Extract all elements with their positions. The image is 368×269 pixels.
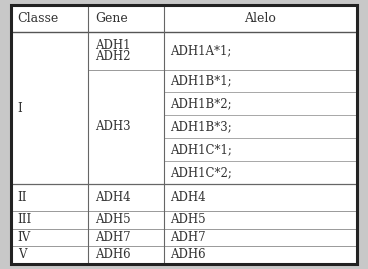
Text: ADH1C*1;: ADH1C*1; (170, 143, 232, 156)
Text: ADH5: ADH5 (95, 213, 131, 226)
Text: ADH6: ADH6 (170, 248, 206, 261)
Text: ADH1A*1;: ADH1A*1; (170, 44, 232, 57)
Text: ADH7: ADH7 (170, 231, 206, 244)
Text: Gene: Gene (95, 12, 128, 25)
Text: ADH1B*3;: ADH1B*3; (170, 121, 232, 133)
Text: III: III (18, 213, 32, 226)
Text: IV: IV (18, 231, 31, 244)
Text: ADH4: ADH4 (95, 191, 131, 204)
Text: ADH4: ADH4 (170, 191, 206, 204)
Text: ADH1C*2;: ADH1C*2; (170, 166, 232, 179)
Text: II: II (18, 191, 27, 204)
Text: ADH1B*2;: ADH1B*2; (170, 97, 232, 111)
Text: I: I (18, 102, 22, 115)
Text: ADH5: ADH5 (170, 213, 206, 226)
Text: Alelo: Alelo (244, 12, 276, 25)
Text: V: V (18, 248, 26, 261)
Text: ADH1: ADH1 (95, 39, 130, 52)
Text: ADH3: ADH3 (95, 121, 131, 133)
Text: Classe: Classe (18, 12, 59, 25)
Text: ADH7: ADH7 (95, 231, 131, 244)
Text: ADH6: ADH6 (95, 248, 131, 261)
Text: ADH1B*1;: ADH1B*1; (170, 75, 232, 87)
Text: ADH2: ADH2 (95, 49, 130, 63)
